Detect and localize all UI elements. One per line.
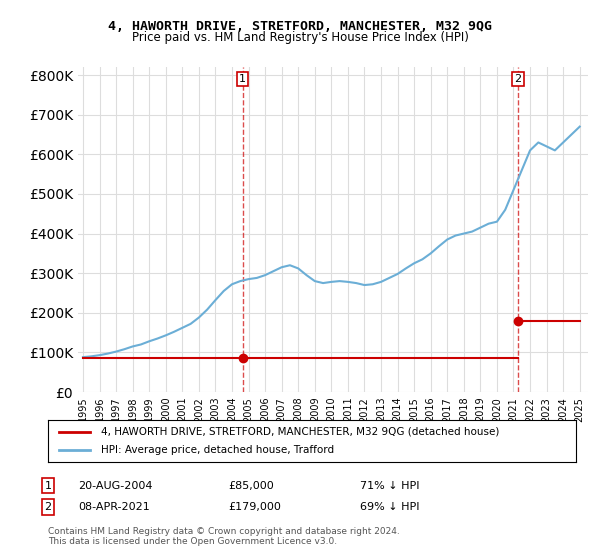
Text: 4, HAWORTH DRIVE, STRETFORD, MANCHESTER, M32 9QG: 4, HAWORTH DRIVE, STRETFORD, MANCHESTER,… xyxy=(108,20,492,32)
Text: 1: 1 xyxy=(239,74,246,84)
Text: 71% ↓ HPI: 71% ↓ HPI xyxy=(360,480,419,491)
Text: 2: 2 xyxy=(514,74,521,84)
Text: Price paid vs. HM Land Registry's House Price Index (HPI): Price paid vs. HM Land Registry's House … xyxy=(131,31,469,44)
Text: £179,000: £179,000 xyxy=(228,502,281,512)
Text: 1: 1 xyxy=(44,480,52,491)
Text: 20-AUG-2004: 20-AUG-2004 xyxy=(78,480,152,491)
Text: £85,000: £85,000 xyxy=(228,480,274,491)
Text: Contains HM Land Registry data © Crown copyright and database right 2024.
This d: Contains HM Land Registry data © Crown c… xyxy=(48,526,400,546)
Text: 08-APR-2021: 08-APR-2021 xyxy=(78,502,150,512)
Text: 4, HAWORTH DRIVE, STRETFORD, MANCHESTER, M32 9QG (detached house): 4, HAWORTH DRIVE, STRETFORD, MANCHESTER,… xyxy=(101,427,499,437)
Text: HPI: Average price, detached house, Trafford: HPI: Average price, detached house, Traf… xyxy=(101,445,334,455)
Text: 69% ↓ HPI: 69% ↓ HPI xyxy=(360,502,419,512)
Text: 2: 2 xyxy=(44,502,52,512)
